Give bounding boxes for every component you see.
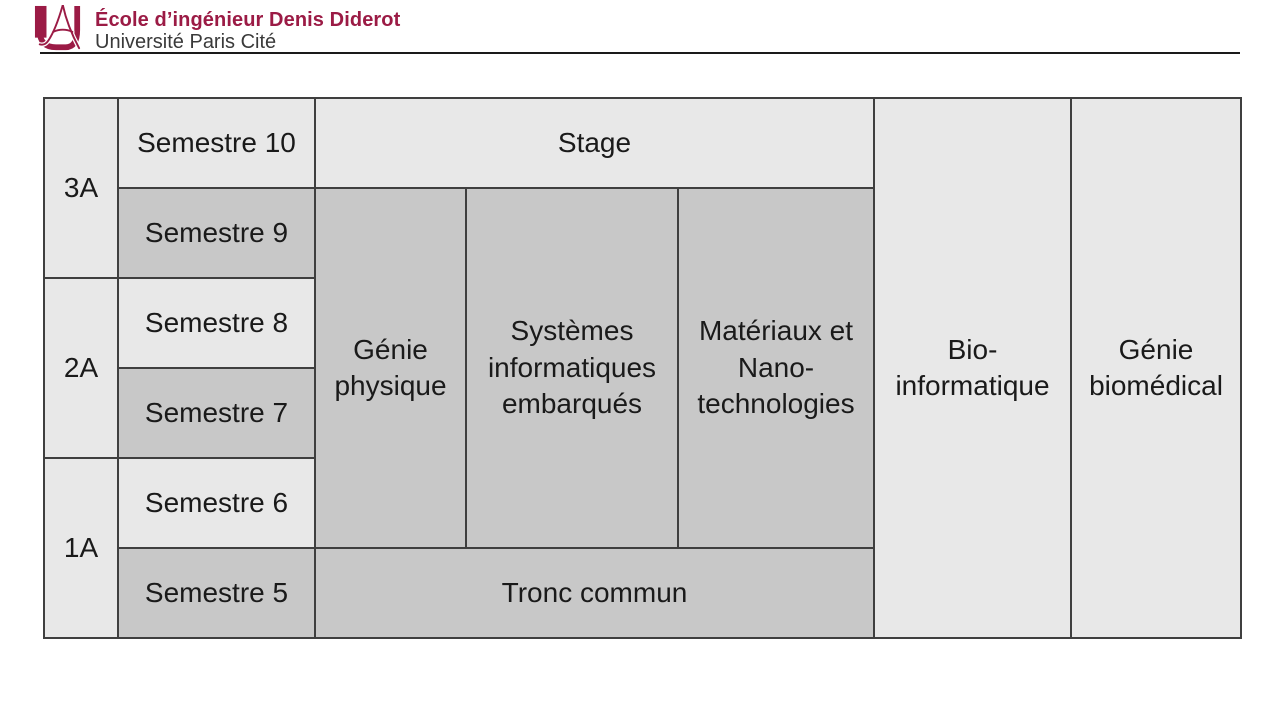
program-cell-systemes-informatiques-embarques: Systèmes informatiques embarqués xyxy=(465,187,679,549)
year-cell-2a: 2A xyxy=(43,277,119,459)
slide-header: École d’ingénieur Denis Diderot Universi… xyxy=(30,2,400,54)
year-cell-3a: 3A xyxy=(43,97,119,279)
table-row: 3A Semestre 10 Stage Bio- informatique G… xyxy=(43,97,1242,639)
table-row: Semestre 9 Génie physique Systèmes infor… xyxy=(44,187,1241,549)
semester-cell-10: Semestre 10 xyxy=(117,97,316,189)
semester-cell-5: Semestre 5 xyxy=(117,547,316,639)
semester-cell-8: Semestre 8 xyxy=(117,277,316,369)
school-name: École d’ingénieur Denis Diderot xyxy=(95,9,401,31)
year-cell-1a: 1A xyxy=(43,457,119,639)
semester-cell-9: Semestre 9 xyxy=(117,187,316,279)
program-cell-bio-informatique: Bio- informatique xyxy=(873,97,1072,639)
table-row: Semestre 7 xyxy=(44,367,1241,459)
university-name: Université Paris Cité xyxy=(95,31,277,53)
curriculum-table: 3A Semestre 10 Stage Bio- informatique G… xyxy=(43,97,1242,639)
program-cell-stage: Stage xyxy=(314,97,875,189)
table-row: 2A Semestre 8 xyxy=(43,277,1241,459)
table-row: 1A Semestre 6 xyxy=(43,457,1241,639)
header-text: École d’ingénieur Denis Diderot Universi… xyxy=(95,5,400,54)
program-cell-tronc-commun: Tronc commun xyxy=(314,547,875,639)
program-cell-materiaux-nanotechnologies: Matériaux et Nano- technologies xyxy=(677,187,875,549)
semester-cell-7: Semestre 7 xyxy=(117,367,316,459)
program-cell-genie-physique: Génie physique xyxy=(314,187,467,549)
header-divider xyxy=(40,52,1240,54)
university-logo-icon xyxy=(30,2,86,53)
semester-cell-6: Semestre 6 xyxy=(117,457,316,549)
program-cell-genie-biomedical: Génie biomédical xyxy=(1070,97,1242,639)
table-row: Semestre 5 Tronc commun xyxy=(44,547,1241,639)
